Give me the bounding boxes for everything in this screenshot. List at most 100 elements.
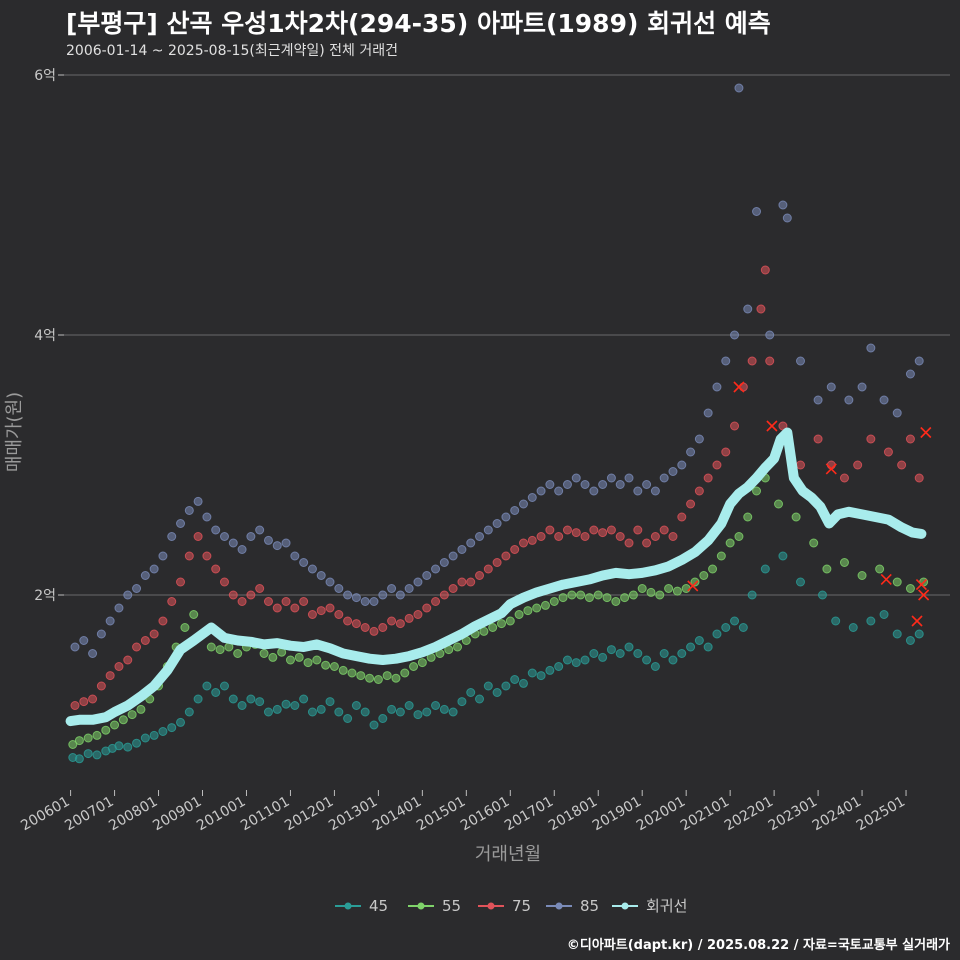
scatter-point-85 (510, 506, 520, 515)
scatter-point-85 (778, 200, 788, 210)
scatter-point-85 (395, 590, 405, 600)
scatter-point-55 (285, 655, 295, 665)
scatter-point-75 (176, 577, 186, 587)
scatter-point-45 (817, 590, 827, 600)
x-tick-label: 202001 (634, 794, 688, 835)
x-tick-label: 200901 (150, 794, 204, 835)
x-tick-label: 202301 (766, 794, 820, 835)
x-tick-label: 200601 (18, 794, 72, 835)
scatter-point-45 (598, 652, 608, 662)
scatter-point-55 (602, 593, 612, 603)
scatter-point-75 (483, 564, 493, 574)
scatter-point-55 (514, 610, 524, 619)
scatter-point-85 (351, 593, 361, 603)
scatter-point-75 (721, 447, 731, 457)
scatter-point-85 (202, 512, 212, 522)
scatter-point-55 (734, 532, 744, 541)
scatter-point-45 (580, 655, 590, 665)
scatter-point-55 (497, 619, 507, 629)
scatter-point-75 (281, 597, 291, 606)
scatter-point-55 (655, 590, 665, 600)
scatter-point-45 (518, 678, 528, 688)
scatter-point-75 (413, 610, 423, 619)
scatter-point-45 (615, 649, 625, 658)
scatter-point-85 (659, 473, 669, 483)
scatter-point-55 (329, 662, 339, 671)
scatter-point-75 (360, 623, 370, 632)
scatter-point-85 (184, 506, 194, 515)
scatter-point-75 (905, 434, 915, 444)
scatter-point-75 (307, 610, 317, 619)
scatter-point-75 (448, 584, 458, 593)
scatter-point-85 (677, 460, 687, 470)
scatter-point-75 (272, 603, 282, 613)
scatter-point-55 (628, 590, 638, 600)
scatter-point-55 (373, 675, 383, 684)
scatter-point-45 (778, 551, 788, 561)
y-axis-title: 매매가(원) (4, 392, 25, 472)
scatter-point-85 (624, 473, 634, 483)
legend-label: 회귀선 (646, 897, 687, 915)
scatter-point-45 (422, 707, 432, 717)
legend-label: 45 (369, 897, 388, 915)
legend-label: 75 (512, 897, 531, 915)
x-tick-label: 201301 (326, 794, 380, 835)
scatter-point-85 (422, 571, 432, 580)
scatter-point-85 (492, 519, 502, 528)
chart-subtitle: 2006-01-14 ~ 2025-08-15(최근계약일) 전체 거래건 (66, 43, 398, 59)
scatter-point-45 (219, 681, 229, 691)
scatter-point-45 (439, 704, 449, 714)
scatter-point-45 (650, 662, 660, 671)
scatter-point-75 (536, 532, 546, 541)
scatter-point-45 (431, 701, 441, 710)
scatter-point-75 (228, 590, 238, 600)
highlight-x-marker (733, 381, 745, 393)
scatter-point-45 (492, 688, 502, 697)
scatter-point-45 (466, 688, 476, 697)
scatter-point-45 (132, 738, 142, 748)
scatter-point-75 (325, 603, 335, 613)
x-tick-label: 201501 (414, 794, 468, 835)
x-tick-label: 201201 (282, 794, 336, 835)
scatter-point-55 (699, 571, 709, 580)
scatter-point-55 (857, 571, 867, 580)
scatter-point-75 (158, 616, 168, 626)
scatter-point-75 (422, 603, 432, 613)
scatter-point-85 (721, 356, 731, 366)
scatter-point-75 (796, 460, 806, 470)
scatter-point-45 (545, 665, 555, 675)
scatter-point-45 (571, 658, 581, 668)
scatter-point-85 (140, 571, 150, 580)
scatter-point-75 (883, 447, 893, 457)
scatter-point-75 (149, 629, 159, 639)
highlight-x-marker (687, 580, 699, 592)
legend-label: 55 (442, 897, 461, 915)
scatter-point-85 (431, 564, 441, 574)
scatter-point-85 (369, 597, 379, 606)
scatter-point-45 (307, 707, 317, 717)
scatter-point-85 (105, 616, 115, 626)
scatter-point-45 (316, 704, 326, 714)
scatter-point-75 (598, 528, 608, 538)
scatter-point-45 (536, 671, 546, 681)
scatter-point-85 (237, 545, 247, 554)
scatter-point-85 (857, 382, 867, 392)
scatter-point-85 (132, 584, 142, 593)
scatter-point-75 (334, 610, 344, 619)
scatter-point-75 (624, 538, 634, 548)
scatter-point-55 (303, 658, 313, 668)
scatter-point-85 (307, 564, 317, 574)
scatter-point-85 (457, 545, 467, 554)
scatter-point-85 (149, 564, 159, 574)
scatter-point-75 (193, 532, 203, 541)
scatter-point-85 (96, 629, 106, 639)
scatter-point-85 (475, 532, 485, 541)
scatter-point-75 (96, 681, 106, 691)
scatter-point-55 (356, 671, 366, 681)
scatter-point-45 (554, 662, 564, 671)
scatter-point-55 (905, 584, 915, 593)
scatter-point-45 (83, 749, 93, 759)
scatter-point-45 (325, 697, 335, 707)
scatter-point-75 (299, 597, 309, 606)
